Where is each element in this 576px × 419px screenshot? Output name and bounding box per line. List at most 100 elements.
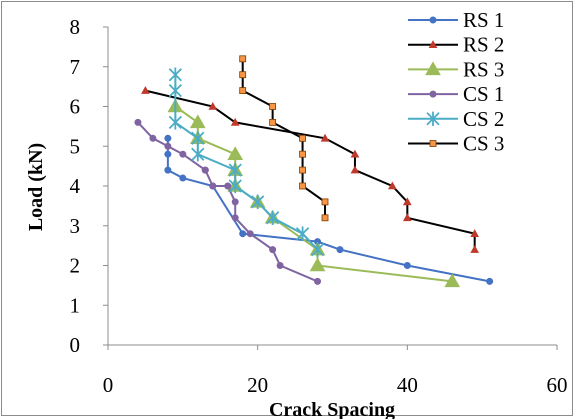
legend-label: CS 3 [463, 132, 504, 156]
data-point-rs-1 [179, 174, 187, 182]
data-point-rs-1 [239, 230, 247, 238]
data-point-cs-2 [168, 115, 182, 130]
data-point-rs-2 [470, 229, 480, 237]
y-tick-label: 7 [70, 55, 81, 79]
data-point-cs-2 [228, 178, 242, 194]
data-point-cs-1 [246, 230, 254, 238]
data-point-rs-3 [444, 273, 461, 288]
legend-item-cs-1: CS 1 [408, 82, 504, 106]
y-axis-label: Load (kN) [25, 143, 47, 231]
data-point-cs-1 [231, 198, 239, 206]
data-point-rs-2 [320, 133, 330, 142]
series-line-cs-2 [174, 74, 319, 251]
data-point-cs-1 [209, 182, 217, 190]
data-point-rs-3 [309, 257, 326, 272]
legend-label: RS 3 [463, 57, 504, 81]
data-point-cs-1 [149, 134, 157, 142]
x-tick-label: 40 [397, 373, 418, 397]
y-tick-label: 6 [70, 95, 81, 119]
y-tick-label: 3 [70, 214, 81, 238]
data-point-rs-2 [388, 181, 397, 190]
data-point-cs-1 [179, 150, 187, 158]
data-point-cs-1 [269, 246, 277, 254]
data-point-cs-1 [231, 214, 239, 222]
x-tick-label: 60 [547, 373, 568, 397]
data-point-cs-3 [239, 87, 247, 94]
legend-label: CS 2 [463, 107, 504, 131]
data-point-cs-3 [321, 198, 329, 206]
legend-item-rs-3: RS 3 [408, 57, 504, 81]
x-tick-label: 20 [247, 373, 268, 397]
data-point-cs-3 [269, 119, 277, 126]
data-point-rs-2 [402, 197, 412, 206]
data-point-rs-1 [164, 150, 172, 158]
legend-label: CS 1 [463, 82, 504, 106]
data-point-rs-2 [230, 117, 240, 126]
data-point-rs-3 [189, 114, 206, 129]
data-point-rs-1 [486, 277, 494, 285]
legend-item-rs-1: RS 1 [408, 8, 504, 32]
data-point-cs-2 [191, 131, 205, 146]
series-cs-1 [134, 118, 322, 285]
legend-marker [429, 140, 437, 147]
x-axis-label: Crack Spacing [269, 399, 395, 419]
data-point-cs-1 [201, 166, 209, 174]
data-point-rs-2 [350, 165, 360, 174]
data-point-cs-3 [269, 103, 277, 110]
y-tick-label: 0 [70, 333, 81, 357]
data-point-rs-1 [336, 246, 344, 254]
axes: 0 20 40 60 0 1 2 3 4 5 6 7 8 [70, 15, 568, 397]
legend: RS 1RS 2RS 3CS 1CS 2CS 3 [408, 8, 504, 156]
series-rs-2 [141, 86, 480, 253]
data-point-cs-3 [239, 55, 247, 63]
x-tick-label: 0 [103, 373, 114, 397]
data-point-cs-1 [164, 142, 172, 150]
legend-marker [425, 61, 441, 76]
legend-label: RS 2 [463, 33, 504, 57]
data-point-cs-2 [251, 194, 265, 210]
data-point-rs-1 [164, 166, 172, 174]
series-rs-1 [164, 134, 494, 285]
data-point-cs-2 [168, 83, 182, 98]
series-layer [134, 55, 494, 288]
data-point-cs-1 [276, 262, 284, 269]
data-point-rs-2 [470, 245, 480, 253]
y-tick-label: 1 [70, 293, 81, 317]
series-line-cs-3 [241, 58, 327, 218]
y-tick-label: 8 [70, 15, 81, 39]
data-point-rs-2 [350, 149, 360, 158]
legend-marker [429, 90, 437, 98]
data-point-cs-3 [299, 150, 306, 158]
legend-marker [426, 111, 440, 126]
series-line-rs-2 [145, 89, 476, 250]
data-point-cs-3 [321, 214, 329, 222]
data-point-cs-2 [310, 242, 325, 257]
data-point-rs-2 [208, 101, 218, 110]
data-point-rs-1 [403, 262, 411, 269]
data-point-cs-3 [299, 166, 306, 174]
data-point-cs-3 [239, 71, 247, 79]
data-point-cs-3 [299, 134, 306, 142]
y-tick-label: 2 [70, 254, 81, 278]
y-tick-label: 4 [70, 174, 81, 198]
legend-label: RS 1 [463, 8, 504, 32]
data-point-rs-2 [402, 213, 412, 222]
legend-marker [429, 16, 437, 24]
data-point-cs-2 [191, 147, 205, 162]
data-point-cs-3 [299, 182, 306, 190]
data-point-rs-2 [141, 86, 150, 94]
legend-item-rs-2: RS 2 [408, 33, 504, 57]
data-point-cs-2 [295, 226, 310, 241]
series-cs-2 [168, 67, 325, 257]
data-point-rs-1 [164, 134, 172, 142]
y-tick-label: 5 [70, 134, 81, 158]
legend-item-cs-2: CS 2 [408, 107, 504, 131]
data-point-cs-1 [314, 277, 322, 285]
legend-marker [428, 40, 438, 48]
data-point-cs-2 [228, 162, 242, 178]
data-point-cs-2 [265, 210, 280, 225]
data-point-cs-1 [134, 118, 142, 126]
data-point-cs-2 [168, 67, 182, 82]
